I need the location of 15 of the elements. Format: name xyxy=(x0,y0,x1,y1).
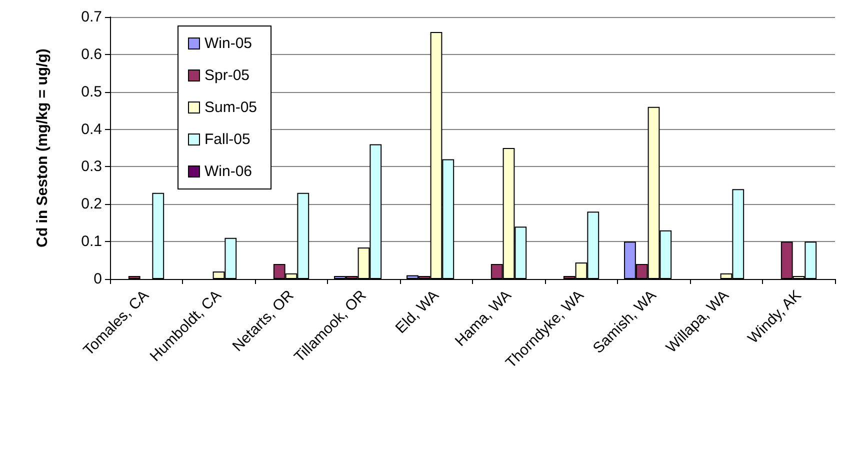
y-tick-label: 0 xyxy=(94,270,102,288)
legend-label: Fall-05 xyxy=(204,131,250,148)
y-tick-label: 0.1 xyxy=(81,233,102,250)
y-tick-label: 0.7 xyxy=(81,8,102,26)
legend-label: Win-06 xyxy=(204,163,252,180)
y-tick-label: 0.6 xyxy=(81,46,102,63)
y-axis-title: Cd in Seston (mg/kg = ug/g) xyxy=(34,48,51,248)
legend-label: Sum-05 xyxy=(204,99,258,116)
y-tick-label: 0.3 xyxy=(81,158,102,176)
legend-label: Spr-05 xyxy=(204,67,250,84)
x-tick-label: Eld, WA xyxy=(392,286,442,337)
y-tick-label: 0.5 xyxy=(81,83,102,100)
y-tick-label: 0.2 xyxy=(81,196,102,213)
legend-label: Win-05 xyxy=(204,35,252,52)
y-tick-label: 0.4 xyxy=(81,120,102,138)
